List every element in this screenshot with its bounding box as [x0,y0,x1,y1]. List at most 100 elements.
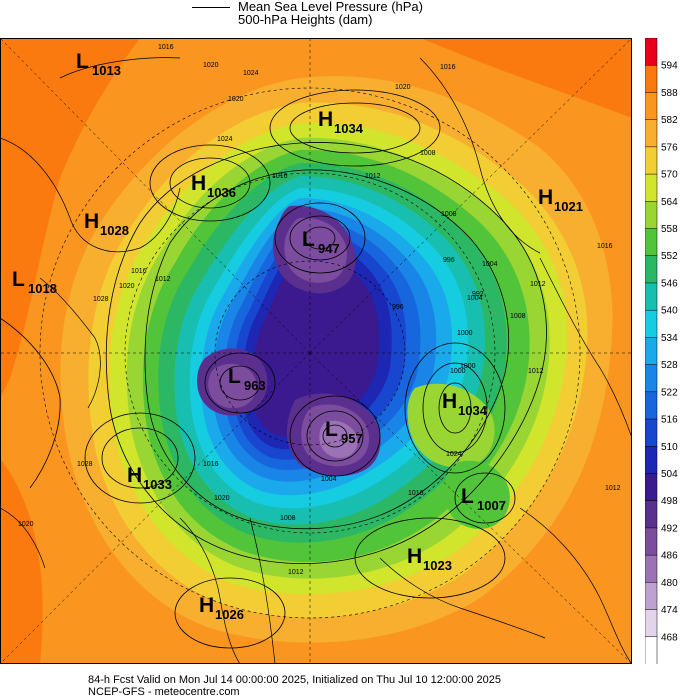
colorbar-label: 486 [661,551,678,562]
colorbar-swatch [645,38,658,66]
height-colorbar: 594 588 582 576 570 564 558 552 546 540 534 528 522 5… [645,38,678,664]
colorbar-swatch [645,309,658,339]
isobar-label: 1004 [467,295,483,302]
svg-text:H: H [538,186,553,209]
svg-text:1034: 1034 [334,121,364,136]
isobar-label: 992 [472,291,484,298]
svg-text:L: L [228,365,241,388]
isobar-label: 1008 [441,211,457,218]
map-frame [0,38,632,664]
colorbar-swatch [645,201,658,230]
colorbar-swatch [645,228,658,257]
svg-text:1013: 1013 [92,63,121,78]
pressure-center-high: H 1021 [538,186,583,214]
svg-text:L: L [12,268,25,291]
colorbar-label: 504 [661,469,678,480]
height-fill-layers [0,38,632,664]
colorbar-label: 516 [661,415,678,426]
isobar-label: 996 [443,257,455,264]
colorbar-label: 522 [661,387,678,398]
isobar-label: 1028 [77,461,93,468]
pressure-center-low: L 947 [302,228,340,256]
svg-text:H: H [127,464,142,487]
height-fill-486b [208,363,257,409]
height-fill-498 [252,250,379,437]
colorbar-label: 534 [661,333,678,344]
colorbar-swatch [645,500,658,529]
height-fill-588 [0,38,140,398]
svg-text:1033: 1033 [143,477,172,492]
svg-text:947: 947 [318,241,340,256]
colorbar-label: 480 [661,578,678,589]
isobar-label: 1024 [217,136,233,143]
legend-heights-label: 500-hPa Heights (dam) [238,12,373,27]
colorbar-swatch [645,418,658,447]
pressure-center-low: L 1018 [12,268,57,296]
isobar-label: 1020 [228,96,244,103]
isobar-labels: 1016 1020 1024 1020 1016 1016 1012 1008 … [18,44,621,576]
isobar-label: 1012 [365,173,381,180]
svg-text:L: L [302,228,315,251]
isobar-label: 1016 [597,243,613,250]
svg-text:1021: 1021 [554,199,583,214]
svg-text:L: L [461,485,474,508]
isobar-label: 1016 [131,268,147,275]
colorbar-label: 498 [661,496,678,507]
pressure-center-high: H 1034 [442,390,488,418]
colorbar-label: 546 [661,278,678,289]
svg-text:1034: 1034 [458,403,488,418]
isobar-label: 1020 [395,84,411,91]
colorbar-swatch [645,364,658,393]
svg-text:H: H [199,594,214,617]
svg-text:963: 963 [244,378,266,393]
isobar-label: 1012 [528,368,544,375]
colorbar-swatch [645,92,658,121]
pressure-center-high: H 1036 [191,172,236,200]
coastlines [0,57,632,664]
isobar-label: 1012 [530,281,546,288]
height-fill-588c [0,458,43,664]
isobar-label: 1000 [460,363,476,370]
svg-text:H: H [407,545,422,568]
legend-line-swatch [192,7,230,8]
colorbar-swatch [645,473,658,502]
legend-mslp-label: Mean Sea Level Pressure (hPa) [238,0,423,14]
isobar-label: 1016 [272,173,288,180]
colorbar-label: 576 [661,142,678,153]
height-fill-588b [420,38,632,118]
height-fill-green-blob [407,383,495,468]
isobar-label: 1012 [605,485,621,492]
isobars [0,57,547,649]
pressure-centers: L 1013 H 1034 H 1036 H 1028 L 947 H 1021 [12,50,583,622]
svg-text:1018: 1018 [28,281,57,296]
isobar-label: 1024 [446,451,462,458]
colorbar-label: 588 [661,88,678,99]
colorbar-label: 474 [661,605,678,616]
isobar-label: 1012 [288,569,304,576]
isobar-label: 1024 [243,70,259,77]
colorbar-swatch [645,64,658,94]
pressure-center-low: L 963 [228,365,266,393]
isobar-label: 1028 [93,296,109,303]
svg-text:H: H [191,172,206,195]
colorbar-label: 558 [661,224,678,235]
colorbar-label: 492 [661,523,678,534]
colorbar-swatch [645,337,658,366]
pressure-center-high: H 1033 [127,464,172,492]
svg-text:1026: 1026 [215,607,244,622]
colorbar-label: 594 [661,61,678,72]
isobar-label: 1000 [450,368,466,375]
isobar-label: 1016 [158,44,174,51]
pressure-center-high: H 1023 [407,545,452,573]
height-fill-480c [319,420,358,458]
colorbar-swatch [645,391,658,420]
isobar-label: 1020 [119,283,135,290]
colorbar-swatch [645,636,658,664]
pressure-center-low: L 957 [325,418,363,446]
pressure-center-high: H 1026 [199,594,244,622]
isobar-label: 1020 [18,521,34,528]
svg-text:1028: 1028 [100,223,129,238]
height-fill-green-blob2 [444,460,510,529]
colorbar-swatch [645,119,658,148]
height-fill-486 [284,217,347,283]
